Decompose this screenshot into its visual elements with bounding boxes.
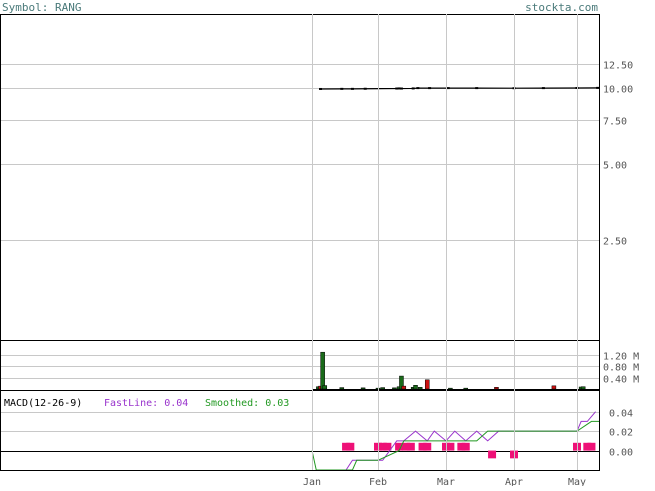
price-point bbox=[397, 87, 401, 90]
price-tick-label: 7.50 bbox=[603, 117, 627, 128]
volume-bar bbox=[322, 385, 328, 390]
macd-histogram-bar bbox=[488, 450, 497, 459]
volume-bar bbox=[413, 385, 418, 390]
macd-smoothed-label: Smoothed: 0.03 bbox=[205, 398, 289, 409]
x-tick-label: Apr bbox=[505, 477, 523, 486]
volume-panel: 1.20 M0.80 M0.40 M bbox=[0, 352, 639, 390]
price-panel: 12.50 10.00 7.50 5.00 2.50 bbox=[0, 61, 633, 248]
x-tick-label: Jan bbox=[303, 477, 321, 486]
price-point bbox=[411, 87, 415, 90]
volume-bar bbox=[392, 387, 397, 390]
macd-histogram-bar bbox=[402, 442, 411, 451]
volume-bar bbox=[320, 351, 325, 390]
macd-fastline-label: FastLine: 0.04 bbox=[104, 398, 188, 409]
price-tick-label: 12.50 bbox=[603, 61, 633, 72]
x-tick-label: Feb bbox=[369, 477, 387, 486]
macd-histogram-bar bbox=[342, 442, 351, 451]
price-point bbox=[475, 87, 479, 90]
volume-bar bbox=[339, 387, 345, 390]
volume-bar bbox=[448, 387, 453, 390]
macd-histogram-bar bbox=[461, 442, 470, 451]
symbol-label: Symbol: RANG bbox=[2, 1, 81, 14]
price-point bbox=[416, 87, 420, 90]
price-point bbox=[395, 87, 399, 90]
macd-histogram-bar bbox=[423, 442, 432, 451]
price-point bbox=[596, 86, 600, 89]
macd-tick-label: 0.04 bbox=[609, 409, 633, 420]
macd-histogram-bar bbox=[346, 442, 355, 451]
macd-panel: MACD(12-26-9) FastLine: 0.04 Smoothed: 0… bbox=[0, 398, 633, 471]
chart-frame bbox=[0, 14, 600, 471]
price-tick-label: 10.00 bbox=[603, 85, 633, 96]
volume-bar bbox=[463, 387, 468, 390]
volume-bar bbox=[360, 387, 366, 390]
price-point bbox=[340, 87, 344, 90]
macd-histogram-bar bbox=[583, 442, 592, 451]
macd-tick-label: 0.00 bbox=[609, 448, 633, 459]
price-tick-label: 5.00 bbox=[603, 161, 627, 172]
price-point bbox=[399, 87, 403, 90]
x-axis: Jan Feb Mar Apr May bbox=[0, 14, 600, 488]
price-point bbox=[363, 87, 367, 90]
macd-histogram-bar bbox=[378, 442, 387, 451]
volume-bar bbox=[580, 386, 586, 390]
volume-bar bbox=[380, 387, 385, 390]
x-tick-label: May bbox=[568, 477, 586, 486]
macd-histogram-bar bbox=[418, 442, 427, 451]
price-point bbox=[446, 87, 450, 90]
volume-bar bbox=[417, 387, 423, 390]
price-line bbox=[320, 87, 598, 90]
volume-tick-label: 0.80 M bbox=[603, 363, 639, 374]
price-point bbox=[428, 87, 432, 90]
volume-bar bbox=[494, 387, 499, 390]
x-tick-label: Mar bbox=[437, 477, 455, 486]
macd-histogram-bar bbox=[446, 442, 455, 451]
price-point bbox=[350, 87, 354, 90]
site-label: stockta.com bbox=[525, 1, 598, 14]
price-tick-label: 2.50 bbox=[603, 237, 627, 248]
volume-bar bbox=[399, 375, 404, 390]
price-point bbox=[541, 87, 545, 90]
macd-histogram-bar bbox=[457, 442, 466, 451]
macd-histogram-bar bbox=[383, 442, 392, 451]
macd-title: MACD(12-26-9) bbox=[4, 398, 82, 409]
macd-histogram-bar bbox=[587, 442, 596, 451]
volume-bar bbox=[424, 379, 430, 390]
macd-tick-label: 0.02 bbox=[609, 428, 633, 439]
macd-histogram-bar bbox=[395, 442, 404, 451]
macd-smoothed-line bbox=[311, 420, 600, 471]
price-point bbox=[319, 87, 323, 90]
volume-tick-label: 1.20 M bbox=[603, 352, 639, 363]
volume-tick-label: 0.40 M bbox=[603, 375, 639, 386]
macd-histogram-bar bbox=[406, 442, 415, 451]
volume-bar bbox=[551, 385, 557, 390]
volume-bar bbox=[401, 385, 407, 390]
